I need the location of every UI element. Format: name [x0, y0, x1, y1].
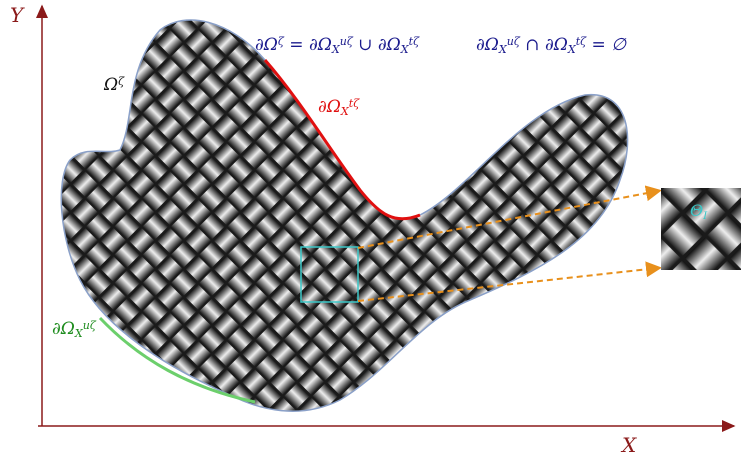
top-boundary-label: ∂ΩXtζ	[318, 97, 360, 118]
x-axis-label: X	[620, 433, 637, 457]
symbol: = ∅	[586, 35, 627, 55]
symbol: ∂Ω	[52, 319, 75, 339]
y-axis-label: Y	[10, 3, 25, 27]
symbol: ∪	[353, 35, 378, 55]
symbol: =	[284, 35, 309, 55]
symbol: ∂Ω	[309, 35, 332, 55]
superscript: uζ	[83, 319, 97, 332]
symbol: Θ	[690, 201, 703, 220]
bottom-boundary-label: ∂ΩXuζ	[52, 319, 97, 340]
symbol: ∂Ω	[545, 35, 568, 55]
symbol: ∂Ω	[255, 35, 278, 55]
superscript: uζ	[340, 35, 354, 48]
subscript: I	[702, 210, 708, 222]
symbol: ∂Ω	[378, 35, 401, 55]
equation: ∂Ωζ = ∂ΩXuζ ∪ ∂ΩXtζ	[255, 35, 420, 56]
equation: ∂ΩXuζ ∩ ∂ΩXtζ = ∅	[476, 35, 627, 56]
superscript: tζ	[409, 35, 420, 48]
symbol: ∂Ω	[476, 35, 499, 55]
symbol: ∂Ω	[318, 97, 341, 117]
figure: Y X Ωζ ∂ΩXtζ ∂ΩXuζ ΘI ∂Ωζ = ∂ΩXuζ ∪ ∂ΩXt…	[0, 0, 741, 464]
woven-domain	[61, 20, 627, 411]
symbol: Ω	[103, 75, 118, 95]
superscript: uζ	[507, 35, 521, 48]
superscript: tζ	[349, 97, 360, 110]
symbol: ∩	[520, 35, 545, 55]
domain-label: Ωζ	[103, 75, 125, 95]
superscript: ζ	[118, 75, 125, 88]
